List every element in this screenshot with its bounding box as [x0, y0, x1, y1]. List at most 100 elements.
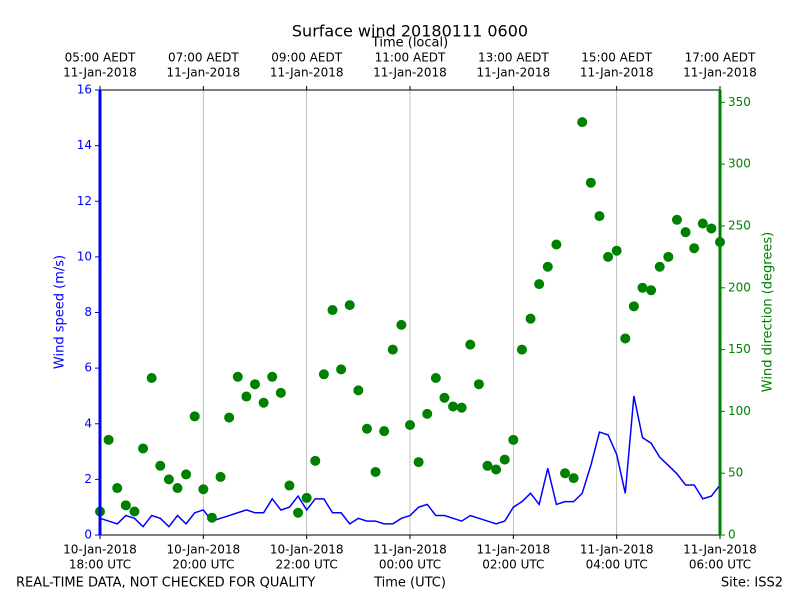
direction-point	[491, 464, 502, 475]
y-tick-label: 4	[84, 416, 92, 430]
direction-point	[224, 412, 235, 423]
y2-tick-label: 0	[728, 528, 736, 542]
direction-point	[542, 261, 553, 272]
direction-point	[310, 455, 321, 466]
direction-point	[473, 379, 484, 390]
x-tick-label: 06:00 UTC	[689, 558, 751, 572]
direction-point	[551, 239, 562, 250]
direction-point	[172, 483, 183, 494]
direction-point	[413, 457, 424, 468]
direction-point	[258, 397, 269, 408]
direction-point	[577, 117, 588, 128]
x-tick-label: 11-Jan-2018	[580, 543, 654, 557]
direction-point	[439, 392, 450, 403]
direction-point	[482, 460, 493, 471]
x-tick-label: 22:00 UTC	[276, 558, 338, 572]
direction-point	[250, 379, 260, 390]
direction-point	[680, 227, 691, 238]
direction-point	[516, 344, 527, 355]
direction-point	[181, 469, 192, 480]
y2-tick-label: 300	[728, 157, 751, 171]
direction-point	[146, 373, 157, 384]
direction-point	[120, 500, 131, 511]
direction-point	[198, 484, 209, 495]
x2-tick-label: 07:00 AEDT	[168, 51, 239, 65]
direction-point	[284, 480, 295, 491]
direction-point	[594, 211, 605, 222]
direction-point	[163, 474, 174, 485]
direction-point	[232, 371, 243, 382]
direction-point	[603, 251, 614, 262]
x2-tick-label: 11-Jan-2018	[167, 66, 241, 80]
direction-point	[568, 473, 579, 484]
y2-tick-label: 100	[728, 404, 751, 418]
x2-tick-label: 11-Jan-2018	[683, 66, 757, 80]
x-tick-label: 11-Jan-2018	[373, 543, 447, 557]
direction-point	[189, 411, 200, 422]
direction-point	[663, 251, 674, 262]
x2-tick-label: 15:00 AEDT	[581, 51, 652, 65]
direction-point	[293, 507, 304, 518]
direction-point	[689, 243, 700, 254]
direction-point	[387, 344, 398, 355]
y2-tick-label: 200	[728, 280, 751, 294]
direction-point	[103, 434, 114, 445]
site-label: Site: ISS2	[721, 576, 783, 591]
x-tick-label: 20:00 UTC	[172, 558, 234, 572]
direction-point	[361, 423, 372, 434]
x-axis-label: Time (UTC)	[373, 576, 446, 591]
direction-point	[318, 369, 329, 380]
direction-point	[301, 492, 312, 503]
y2-tick-label: 250	[728, 218, 751, 232]
direction-point	[525, 313, 536, 324]
direction-point	[327, 305, 338, 316]
direction-point	[336, 364, 347, 375]
y-tick-label: 2	[84, 472, 92, 486]
x2-tick-label: 05:00 AEDT	[65, 51, 136, 65]
x-tick-label: 04:00 UTC	[586, 558, 648, 572]
direction-point	[611, 245, 622, 256]
y-tick-label: 8	[84, 305, 92, 319]
chart-title: Surface wind 20180111 0600	[292, 22, 528, 41]
x-tick-label: 02:00 UTC	[482, 558, 544, 572]
direction-point	[215, 471, 226, 482]
direction-point	[430, 373, 441, 384]
direction-point	[448, 401, 459, 412]
x2-tick-label: 11-Jan-2018	[580, 66, 654, 80]
x2-tick-label: 11-Jan-2018	[63, 66, 137, 80]
y-tick-label: 10	[77, 249, 92, 263]
direction-point	[379, 426, 390, 437]
x-tick-label: 11-Jan-2018	[683, 543, 757, 557]
y2-tick-label: 150	[728, 342, 751, 356]
footer-note: REAL-TIME DATA, NOT CHECKED FOR QUALITY	[16, 576, 315, 591]
x-tick-label: 10-Jan-2018	[167, 543, 241, 557]
x-tick-label: 18:00 UTC	[69, 558, 131, 572]
y-axis-label: Wind speed (m/s)	[53, 255, 68, 369]
y2-axis-label: Wind direction (degrees)	[761, 232, 776, 392]
y-tick-label: 14	[77, 138, 92, 152]
y2-tick-label: 50	[728, 466, 743, 480]
x2-tick-label: 11-Jan-2018	[373, 66, 447, 80]
direction-point	[499, 454, 510, 465]
direction-point	[206, 512, 217, 523]
x2-tick-label: 11-Jan-2018	[477, 66, 551, 80]
direction-point	[241, 391, 252, 402]
direction-point	[405, 419, 415, 430]
direction-point	[646, 285, 657, 296]
x2-tick-label: 13:00 AEDT	[478, 51, 549, 65]
direction-point	[671, 214, 682, 225]
y2-tick-label: 350	[728, 95, 751, 109]
direction-point	[112, 483, 123, 494]
direction-point	[560, 468, 570, 479]
direction-point	[620, 333, 631, 344]
y-tick-label: 0	[84, 528, 92, 542]
direction-point	[534, 279, 545, 290]
direction-point	[344, 300, 355, 311]
x2-tick-label: 17:00 AEDT	[685, 51, 756, 65]
direction-point	[370, 466, 381, 477]
direction-point	[706, 223, 717, 234]
x-tick-label: 10-Jan-2018	[270, 543, 344, 557]
x2-axis-label: Time (local)	[371, 36, 448, 51]
